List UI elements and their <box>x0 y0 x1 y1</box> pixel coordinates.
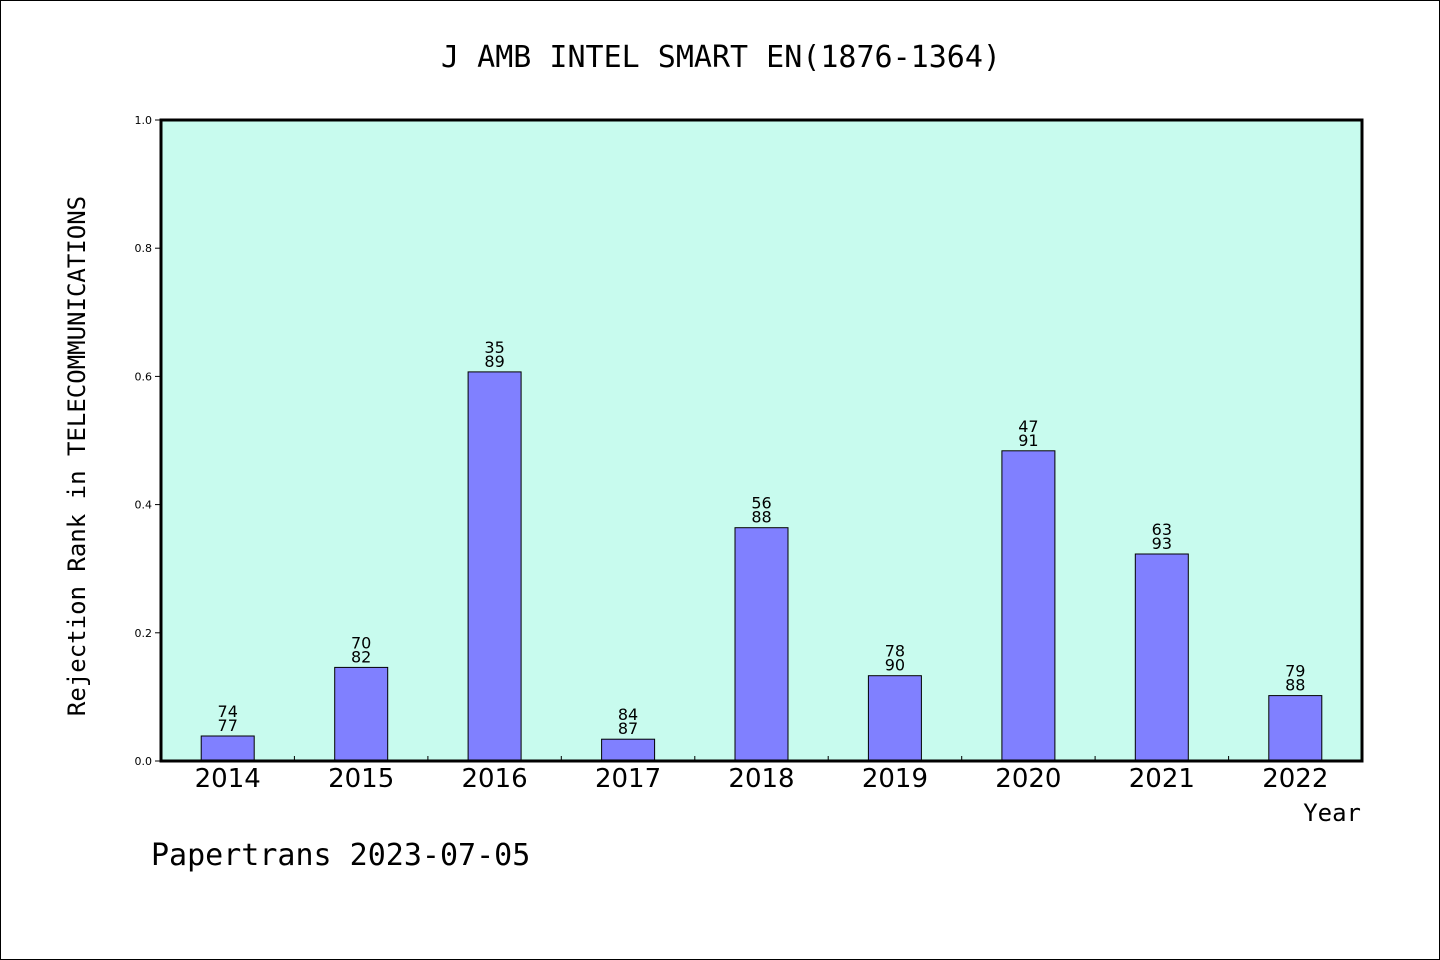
bar-label-bottom-2022: 88 <box>1285 676 1305 695</box>
y-axis-label: Rejection Rank in TELECOMMUNICATIONS <box>63 196 91 716</box>
x-tick-label-2014: 2014 <box>195 764 261 794</box>
bar-label-bottom-2018: 88 <box>751 508 771 527</box>
y-tick-label-1.0: 1.0 <box>135 114 153 127</box>
bar-label-bottom-2020: 91 <box>1018 431 1038 450</box>
bar-label-top-2019: 78 <box>885 642 905 661</box>
x-tick-label-2015: 2015 <box>328 764 394 794</box>
bar-2016 <box>467 371 522 762</box>
bar-label-bottom-2016: 89 <box>484 352 504 371</box>
x-axis-label: Year <box>1303 799 1361 827</box>
x-ticks-group: 2014 2015 2016 2017 2018 2019 2020 2021 2022 <box>195 756 1328 794</box>
y-ticks-group: 0.0 0.2 0.4 0.6 0.8 1.0 <box>135 114 161 768</box>
bar-2017 <box>601 738 656 762</box>
x-tick-label-2017: 2017 <box>595 764 661 794</box>
bar-label-bottom-2017: 87 <box>618 719 638 738</box>
bar-label-bottom-2021: 93 <box>1152 534 1172 553</box>
bar-2020 <box>1001 450 1056 762</box>
bar-label-top-2015: 70 <box>351 633 371 652</box>
bar-label-top-2018: 56 <box>751 494 771 513</box>
y-tick-label-0.6: 0.6 <box>135 370 153 383</box>
bar-label-top-2022: 79 <box>1285 662 1305 681</box>
x-tick-label-2022: 2022 <box>1262 764 1328 794</box>
bar-label-top-2016: 35 <box>484 338 504 357</box>
x-tick-label-2021: 2021 <box>1129 764 1195 794</box>
bar-label-top-2017: 84 <box>618 705 638 724</box>
bar-2015 <box>334 666 389 762</box>
y-tick-label-0.4: 0.4 <box>135 499 153 512</box>
footer-text: Papertrans 2023-07-05 <box>151 838 530 873</box>
bar-2022 <box>1268 695 1323 762</box>
y-tick-label-0.0: 0.0 <box>135 755 153 768</box>
y-tick-label-0.2: 0.2 <box>135 627 153 640</box>
x-tick-label-2019: 2019 <box>862 764 928 794</box>
bar-label-bottom-2019: 90 <box>885 656 905 675</box>
x-tick-label-2018: 2018 <box>728 764 794 794</box>
bar-label-bottom-2015: 82 <box>351 647 371 666</box>
x-tick-label-2016: 2016 <box>462 764 528 794</box>
bar-2021 <box>1134 553 1189 762</box>
chart-title: J AMB INTEL SMART EN(1876-1364) <box>441 40 1001 75</box>
plot-border <box>159 118 1364 763</box>
bars-group <box>200 371 1323 762</box>
bar-label-top-2020: 47 <box>1018 417 1038 436</box>
bar-2019 <box>867 675 922 762</box>
bar-label-top-2021: 63 <box>1152 520 1172 539</box>
bar-label-bottom-2014: 77 <box>218 716 238 735</box>
x-tick-label-2020: 2020 <box>995 764 1061 794</box>
bar-label-top-2014: 74 <box>218 702 238 721</box>
bar-2018 <box>734 527 789 762</box>
y-tick-label-0.8: 0.8 <box>135 242 153 255</box>
bar-2014 <box>200 735 255 762</box>
